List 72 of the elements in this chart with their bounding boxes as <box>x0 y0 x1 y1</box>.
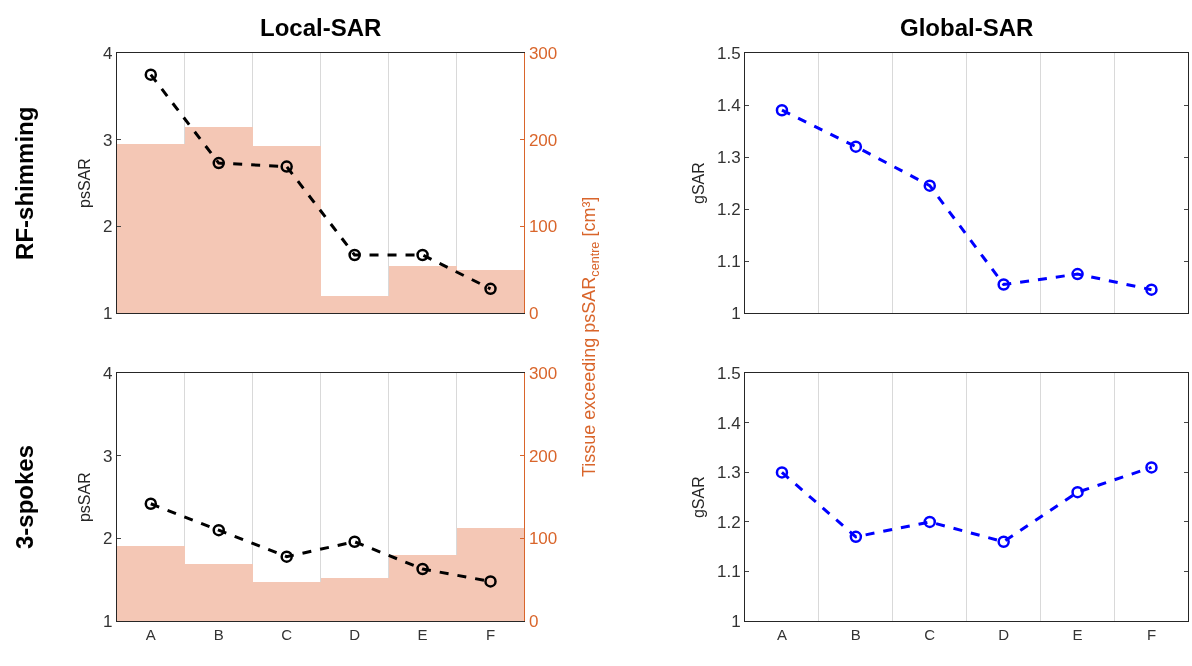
point <box>144 497 158 511</box>
point <box>923 515 937 529</box>
point <box>775 103 789 117</box>
x-tick-label: D <box>998 626 1010 644</box>
y2-tick-label: 100 <box>528 529 558 549</box>
text: 3-spokes <box>10 444 38 549</box>
point <box>484 575 497 588</box>
y-tick-label: 1 <box>102 612 113 632</box>
x-tick-label: F <box>1146 626 1157 644</box>
point <box>416 248 429 262</box>
x-tick-label: C <box>924 626 936 644</box>
y-axis-title: psSAR <box>75 472 93 523</box>
x-tick-label: A <box>776 626 787 644</box>
y-tick-label: 1 <box>731 304 741 324</box>
y-tick-label: 1.1 <box>716 252 741 272</box>
x-tick-label: D <box>349 626 361 644</box>
y-tick-label: 2 <box>102 529 113 549</box>
y-tick-label: 1.2 <box>716 200 741 220</box>
y2-tick-label: 0 <box>528 304 539 324</box>
y-tick-label: 3 <box>102 446 113 466</box>
point <box>212 156 225 170</box>
y-tick-label: 4 <box>102 364 113 384</box>
point <box>1071 485 1084 499</box>
point <box>1071 267 1084 281</box>
y-tick-label: 3 <box>102 130 113 150</box>
point <box>923 179 937 192</box>
text: RF-shimming <box>10 106 38 260</box>
y-tick-label: 1 <box>731 612 741 632</box>
point <box>348 535 361 549</box>
x-tick-label: E <box>417 626 428 644</box>
point <box>280 160 293 173</box>
point <box>849 530 863 544</box>
x-tick-label: F <box>485 626 496 644</box>
y-tick-label: 1.5 <box>716 364 741 384</box>
y-tick-label: 1.2 <box>716 512 741 532</box>
point <box>775 466 789 479</box>
y-tick-label: 1.3 <box>716 463 741 483</box>
x-tick-label: E <box>1072 626 1083 644</box>
y-tick-label: 1.4 <box>716 95 741 115</box>
chart-title: Global-SAR <box>900 14 1034 41</box>
point <box>144 68 158 81</box>
y-tick-label: 2 <box>102 217 113 237</box>
point <box>997 535 1010 549</box>
point <box>997 278 1010 291</box>
y2-tick-label: 200 <box>528 130 558 150</box>
y-axis-title: psSAR <box>75 158 93 208</box>
x-tick-label: B <box>213 626 224 644</box>
point <box>484 282 497 296</box>
x-tick-label: A <box>145 626 156 644</box>
y-tick-label: 1.1 <box>716 562 741 582</box>
y-axis-title: gSAR <box>689 476 707 519</box>
point <box>1145 461 1158 474</box>
y2-tick-label: 200 <box>528 446 558 466</box>
x-tick-label: C <box>281 626 293 644</box>
y-tick-label: 1.4 <box>716 413 741 433</box>
y-tick-label: 1.5 <box>716 43 741 63</box>
point <box>416 562 429 576</box>
y2-tick-label: 100 <box>528 217 558 237</box>
point <box>348 248 361 262</box>
y2-tick-label: 0 <box>528 612 539 632</box>
y2-tick-label: 300 <box>528 43 558 63</box>
y-tick-label: 1 <box>102 304 113 324</box>
y2-tick-label: 300 <box>528 364 558 384</box>
x-tick-label: B <box>850 626 861 644</box>
point <box>1145 283 1158 296</box>
y-tick-label: 4 <box>102 43 113 63</box>
y-axis-title: gSAR <box>689 162 707 204</box>
point <box>212 523 225 537</box>
point <box>280 550 293 563</box>
y-tick-label: 1.3 <box>716 147 741 167</box>
point <box>849 140 863 153</box>
chart-title: Local-SAR <box>260 14 382 41</box>
